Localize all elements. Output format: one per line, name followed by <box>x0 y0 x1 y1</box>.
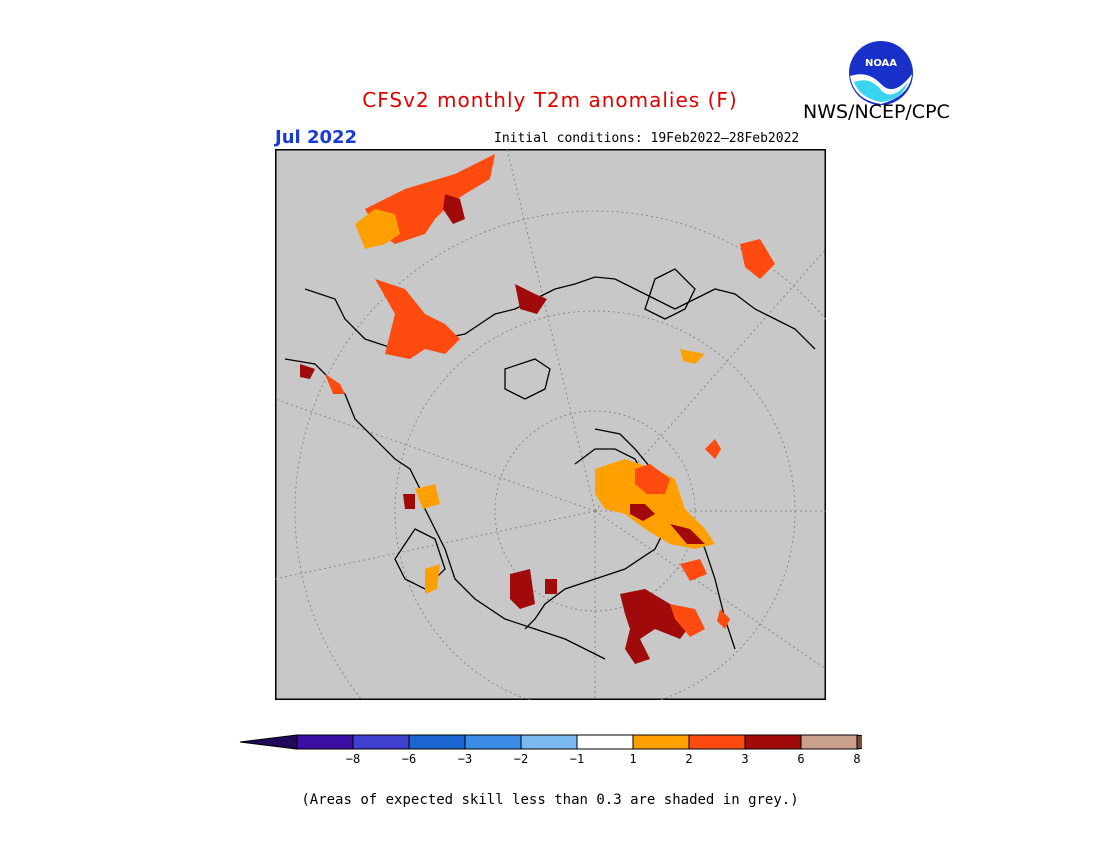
colorbar-tick-label: 3 <box>741 752 748 766</box>
colorbar: −8 −6 −3 −2 −1 1 2 3 6 8 <box>239 734 862 766</box>
colorbar-bin <box>352 734 410 750</box>
polar-map <box>275 149 826 700</box>
initial-conditions-label: Initial conditions: 19Feb2022–28Feb2022 <box>494 131 800 146</box>
colorbar-tick-label: −8 <box>346 752 360 766</box>
colorbar-bin <box>632 734 690 750</box>
colorbar-bin <box>520 734 578 750</box>
svg-text:NOAA: NOAA <box>865 58 897 69</box>
colorbar-bin <box>744 734 802 750</box>
target-month-label: Jul 2022 <box>275 127 358 148</box>
colorbar-tick-label: 8 <box>853 752 860 766</box>
map-title: CFSv2 monthly T2m anomalies (F) <box>362 88 738 112</box>
colorbar-bin <box>464 734 522 750</box>
anomaly-patches <box>300 154 775 664</box>
colorbar-tick-label: −2 <box>514 752 528 766</box>
colorbar-tick-label: −3 <box>458 752 472 766</box>
skill-footnote: (Areas of expected skill less than 0.3 a… <box>301 792 799 808</box>
colorbar-bin <box>296 734 354 750</box>
colorbar-high-extend <box>856 734 862 750</box>
colorbar-tick-label: 2 <box>685 752 692 766</box>
colorbar-tick-label: −6 <box>402 752 416 766</box>
graticule <box>275 149 826 700</box>
colorbar-tick-label: 1 <box>629 752 636 766</box>
colorbar-low-extend <box>239 734 298 750</box>
noaa-logo: NOAA <box>849 41 913 105</box>
colorbar-tick-label: −1 <box>570 752 584 766</box>
agency-label: NWS/NCEP/CPC <box>803 101 950 123</box>
colorbar-bin <box>688 734 746 750</box>
colorbar-bin <box>408 734 466 750</box>
colorbar-bin <box>576 734 634 750</box>
colorbar-tick-label: 6 <box>797 752 804 766</box>
colorbar-bin <box>800 734 858 750</box>
